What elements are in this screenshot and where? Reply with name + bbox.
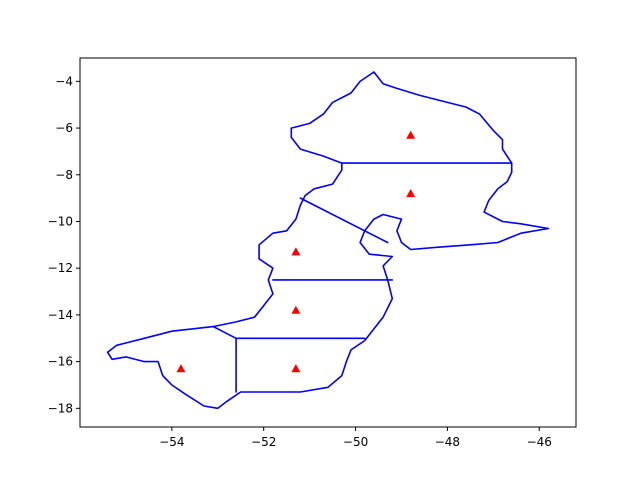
- outer-boundary: [106, 71, 550, 410]
- y-tick-label: −4: [55, 74, 73, 88]
- triangle-marker: [291, 247, 301, 256]
- y-tick-label: −6: [55, 121, 73, 135]
- region-boundaries: [106, 71, 550, 410]
- y-tick-label: −14: [48, 308, 73, 322]
- y-axis-ticks: −18 −16 −14 −12 −10 −8 −6 −4: [48, 74, 80, 415]
- y-tick-label: −10: [48, 214, 73, 228]
- y-tick-label: −8: [55, 168, 73, 182]
- triangle-marker: [291, 364, 301, 373]
- y-tick-label: −16: [48, 355, 73, 369]
- x-axis-ticks: −54 −52 −50 −48 −46: [159, 427, 552, 449]
- marker-layer: [176, 130, 416, 373]
- y-tick-label: −12: [48, 261, 73, 275]
- triangle-marker: [406, 189, 416, 198]
- x-tick-label: −54: [159, 435, 184, 449]
- x-tick-label: −50: [343, 435, 368, 449]
- x-tick-label: −52: [251, 435, 276, 449]
- internal-boundary: [299, 197, 389, 244]
- y-tick-label: −18: [48, 401, 73, 415]
- triangle-marker: [176, 364, 186, 373]
- triangle-marker: [291, 305, 301, 314]
- triangle-marker: [406, 130, 416, 139]
- axes-frame: [79, 57, 577, 428]
- x-tick-label: −46: [527, 435, 552, 449]
- x-tick-label: −48: [435, 435, 460, 449]
